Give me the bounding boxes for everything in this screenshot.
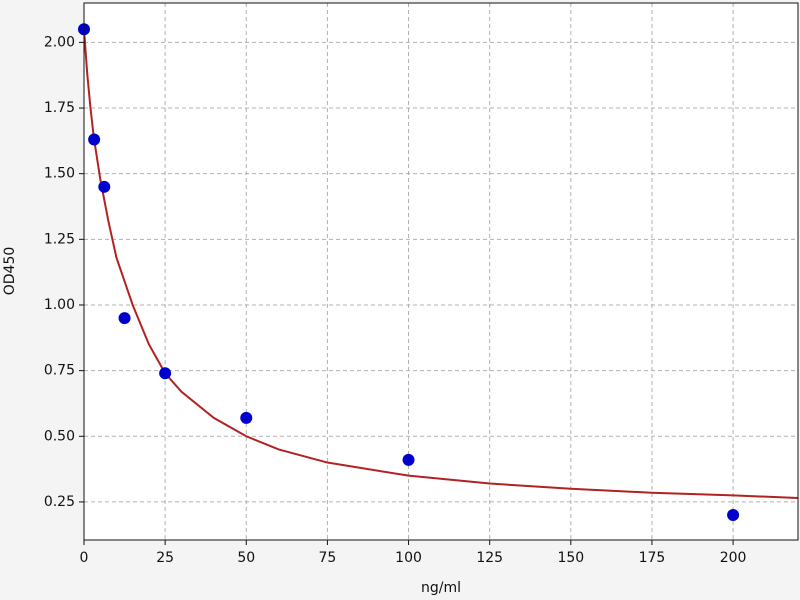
y-tick-label: 2.00	[44, 34, 75, 50]
x-axis-label: ng/ml	[421, 580, 461, 596]
x-tick-label: 175	[639, 550, 666, 566]
plot-area	[84, 3, 798, 540]
data	[78, 23, 799, 522]
data-point	[118, 312, 131, 325]
x-tick-label: 100	[395, 550, 422, 566]
y-tick-label: 0.75	[44, 363, 75, 379]
y-axis-label: OD450	[2, 247, 18, 296]
grid	[83, 3, 798, 540]
data-point	[88, 133, 101, 146]
y-tick-label: 0.50	[44, 428, 75, 444]
data-point	[402, 453, 415, 466]
plot-frame	[83, 2, 799, 541]
y-tick-label: 1.50	[44, 166, 75, 182]
data-point	[727, 509, 740, 522]
data-point	[240, 411, 253, 424]
y-tick-label: 1.00	[44, 297, 75, 313]
x-tick-label: 50	[237, 550, 255, 566]
x-tick-label: 150	[557, 550, 584, 566]
y-tick-label: 1.75	[44, 100, 75, 116]
x-tick-label: 0	[80, 550, 89, 566]
y-tick-label: 0.25	[44, 494, 75, 510]
x-tick-label: 200	[720, 550, 747, 566]
x-tick-label: 125	[476, 550, 503, 566]
y-tick-label: 1.25	[44, 231, 75, 247]
fit-curve	[83, 29, 799, 499]
data-point	[98, 180, 111, 193]
x-tick-label: 25	[156, 550, 174, 566]
x-tick-label: 75	[318, 550, 336, 566]
data-point	[159, 367, 172, 380]
